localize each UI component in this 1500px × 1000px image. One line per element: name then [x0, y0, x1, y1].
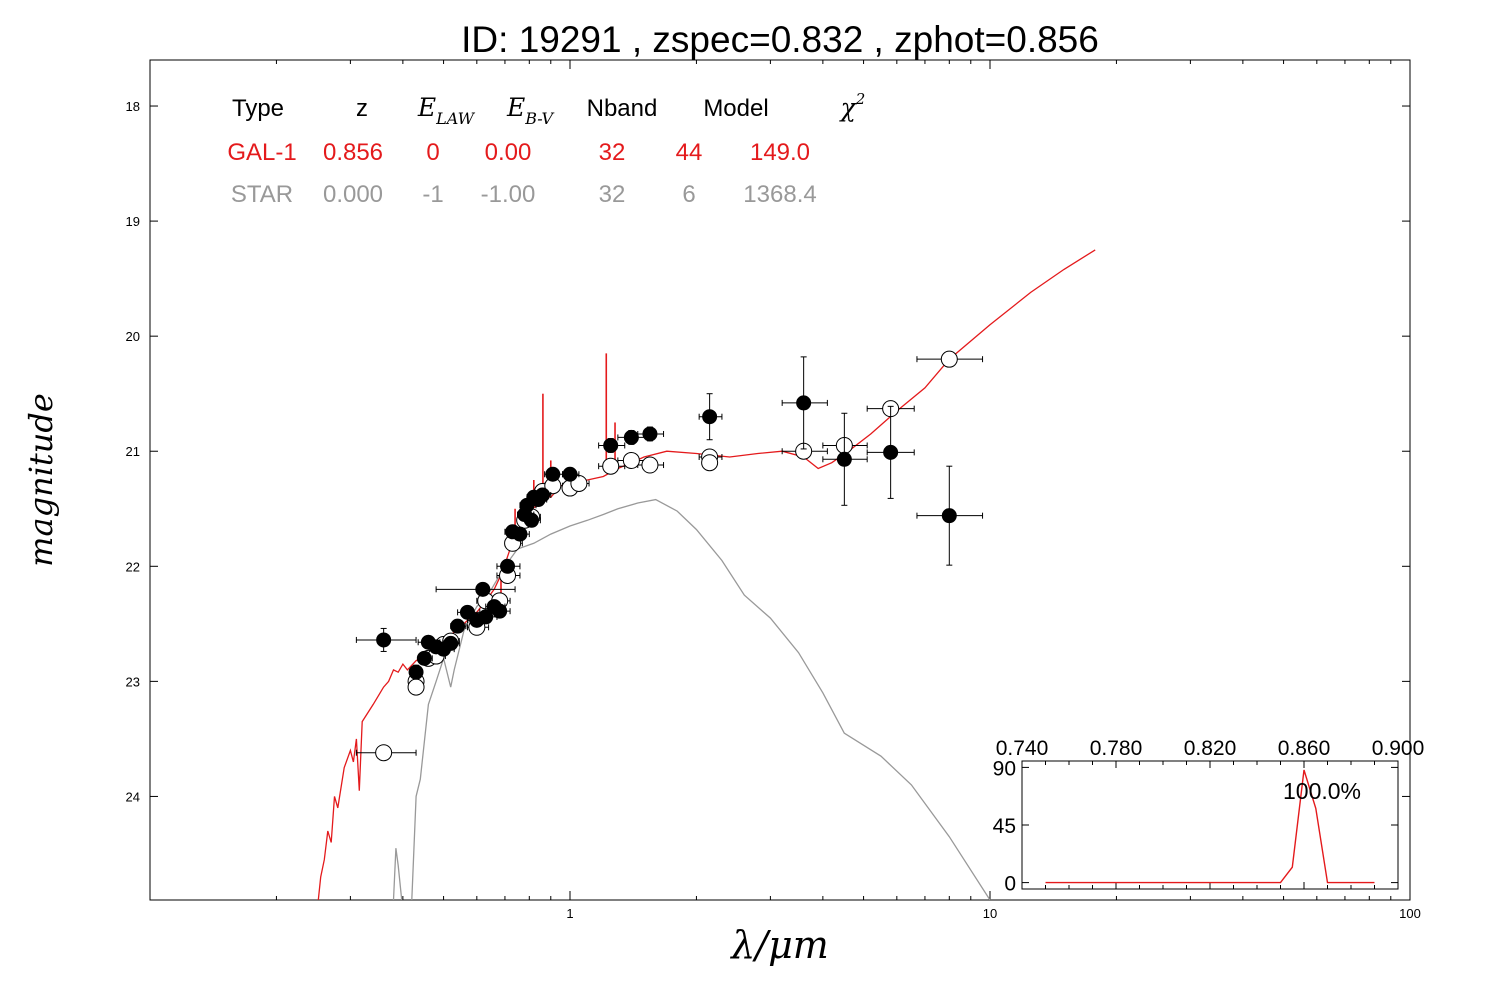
- table-cell: -1: [422, 181, 443, 208]
- inset-y-tick-label: 0: [1004, 873, 1016, 896]
- table-cell: 0.856: [323, 139, 383, 166]
- table-cell: 32: [599, 139, 626, 166]
- model-magnitude-point: [701, 454, 719, 472]
- observed-magnitude-point: [623, 429, 639, 445]
- observed-magnitude-point: [450, 618, 466, 634]
- main-plot-frame: [149, 59, 1411, 901]
- observed-magnitude-point: [475, 581, 491, 597]
- star-template-curve: [392, 498, 991, 900]
- inset-x-tick-label: 0.820: [1184, 737, 1237, 760]
- inset-y-tick-label: 90: [993, 757, 1016, 780]
- observed-magnitude-point: [796, 395, 812, 411]
- y-tick-label: 20: [126, 329, 140, 344]
- y-tick-label: 19: [126, 214, 140, 229]
- inset-x-tick-label: 0.780: [1090, 737, 1143, 760]
- y-tick-label: 24: [126, 789, 140, 804]
- inset-x-tick-label: 0.900: [1372, 737, 1425, 760]
- observed-magnitude-point: [512, 526, 528, 542]
- observed-magnitude-point: [416, 650, 432, 666]
- model-magnitude-point: [407, 678, 425, 696]
- model-magnitude-point: [375, 744, 393, 762]
- x-tick-label: 1: [566, 906, 573, 921]
- table-cell: 0: [426, 139, 439, 166]
- table-cell: -1.00: [481, 181, 536, 208]
- y-tick-label: 18: [126, 99, 140, 114]
- galaxy-template-curve: [317, 249, 1096, 900]
- model-magnitude-point: [622, 451, 640, 469]
- table-header-type: Type: [232, 95, 284, 122]
- observed-magnitude-point: [408, 664, 424, 680]
- observed-magnitude-point: [524, 512, 540, 528]
- observed-magnitude-point: [883, 444, 899, 460]
- pdz-inset: 0.740 0.780 0.820 0.860 0.900 0 45 90 100.0%: [993, 737, 1425, 896]
- table-header-nband: Nband: [587, 95, 658, 122]
- x-tick-label: 10: [983, 906, 997, 921]
- pdz-curve: [1045, 769, 1375, 884]
- plot-area: [317, 249, 1096, 900]
- table-header-ebv: EB-V: [506, 93, 555, 128]
- y-tick-label: 22: [126, 559, 140, 574]
- table-header-model: Model: [703, 95, 768, 122]
- pdz-probability-label: 100.0%: [1283, 778, 1361, 804]
- model-magnitude-point: [602, 457, 620, 475]
- inset-x-tick-label: 0.860: [1278, 737, 1331, 760]
- table-cell: STAR: [231, 181, 293, 208]
- observed-magnitude-point: [478, 609, 494, 625]
- table-cell: 6: [682, 181, 695, 208]
- observed-magnitude-point: [642, 426, 658, 442]
- table-header-z: z: [356, 95, 368, 122]
- y-axis-label: magnitude: [22, 393, 60, 567]
- observed-magnitude-point: [702, 409, 718, 425]
- table-header-elaw: ELAW: [417, 93, 476, 128]
- model-magnitude-point: [641, 456, 659, 474]
- main-x-axis: 1 10 100: [275, 60, 1421, 921]
- observed-magnitude-point: [443, 635, 459, 651]
- table-cell: GAL-1: [227, 139, 296, 166]
- table-cell: 1368.4: [743, 181, 816, 208]
- x-tick-label: 100: [1399, 906, 1421, 921]
- observed-magnitude-point: [941, 508, 957, 524]
- table-header-chi2: χ2: [839, 90, 866, 122]
- observed-magnitude-point: [534, 487, 550, 503]
- x-axis-label: λ/μm: [729, 923, 829, 967]
- table-cell: 32: [599, 181, 626, 208]
- table-cell: 149.0: [750, 139, 810, 166]
- inset-y-tick-label: 45: [993, 815, 1016, 838]
- y-tick-label: 21: [126, 444, 140, 459]
- inset-x-tick-label: 0.740: [996, 737, 1049, 760]
- observed-magnitude-point: [836, 451, 852, 467]
- observed-magnitude-point: [562, 466, 578, 482]
- table-cell: 0.00: [485, 139, 532, 166]
- figure-title: ID: 19291 , zspec=0.832 , zphot=0.856: [461, 19, 1099, 60]
- observed-magnitude-point: [545, 466, 561, 482]
- fit-table: Type z ELAW EB-V Nband Model χ2 GAL-1 0.856 0 0.00…: [227, 90, 865, 208]
- observed-magnitude-point: [376, 632, 392, 648]
- table-cell: 0.000: [323, 181, 383, 208]
- inset-frame: [1021, 760, 1399, 890]
- model-magnitude-point: [940, 350, 958, 368]
- table-cell: 44: [676, 139, 703, 166]
- main-y-axis: 18 19 20 21 22 23 24: [126, 99, 1410, 804]
- observed-magnitude-point: [492, 603, 508, 619]
- observed-magnitude-point: [500, 558, 516, 574]
- observed-magnitude-point: [603, 437, 619, 453]
- y-tick-label: 23: [126, 674, 140, 689]
